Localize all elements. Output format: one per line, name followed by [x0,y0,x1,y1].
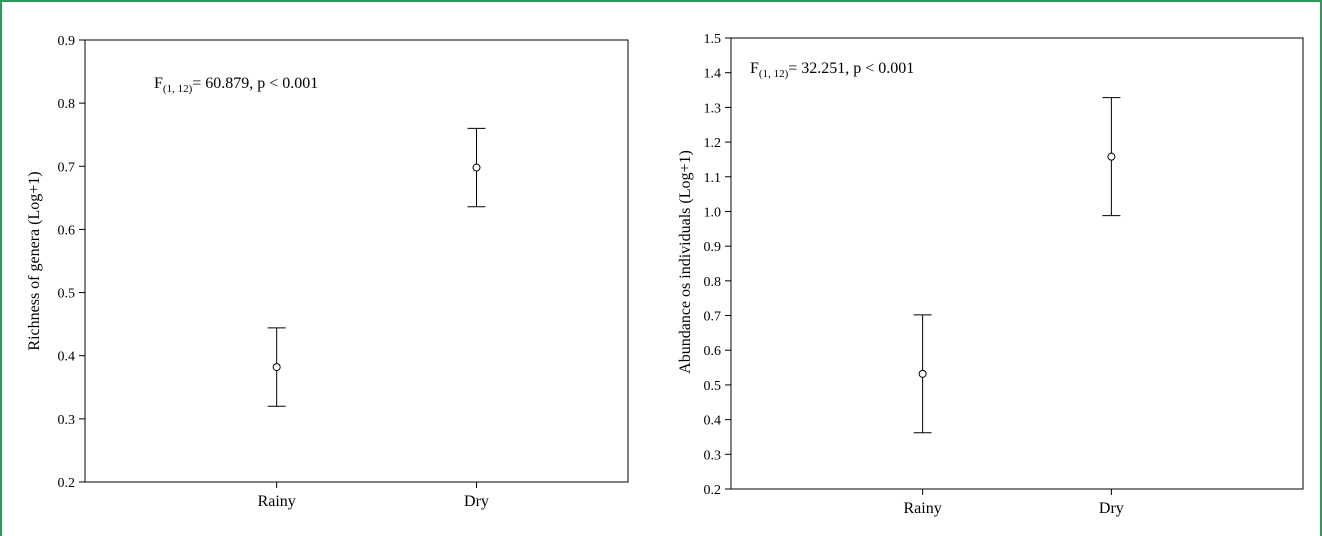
y-tick-label: 0.7 [704,310,722,325]
y-tick-label: 0.4 [704,414,722,429]
y-tick-label: 0.8 [58,97,76,112]
y-tick-label: 0.5 [704,379,722,394]
stats-annotation-main: F [154,75,163,92]
y-tick-label: 0.7 [58,160,76,175]
mean-point [473,164,480,171]
plot-frame [731,38,1303,489]
y-tick-label: 0.5 [58,287,76,302]
y-tick-label: 1.1 [704,171,722,186]
y-axis-ticks: 0.2 0.3 0.4 0.5 0.6 0.7 0.8 0.9 1.0 1.1 1.2 1.3 1.4 1… [704,32,732,498]
chart-abundance: Abundance os individuals (Log+1) F(1, 12… [661,0,1322,536]
x-tick-label: Dry [464,493,489,510]
stats-annotation-rest: = 32.251, p < 0.001 [788,60,914,77]
stats-annotation: F(1, 12)= 32.251, p < 0.001 [750,60,914,80]
y-tick-label: 1.5 [704,32,722,47]
stats-annotation-main: F [750,60,759,77]
data-marks [268,128,486,406]
stats-annotation-sub: (1, 12) [163,83,193,95]
y-tick-label: 0.2 [704,483,722,498]
y-tick-label: 0.4 [58,350,76,365]
y-axis-ticks: 0.2 0.3 0.4 0.5 0.6 0.7 0.8 0.9 [58,34,86,491]
y-tick-label: 0.6 [704,344,722,359]
y-tick-label: 0.9 [58,34,76,49]
y-tick-label: 0.9 [704,240,722,255]
stats-annotation: F(1, 12)= 60.879, p < 0.001 [154,75,318,95]
y-tick-label: 1.0 [704,205,722,220]
mean-point [1108,153,1115,160]
y-tick-label: 0.3 [58,413,76,428]
mean-point [273,364,280,371]
stats-annotation-sub: (1, 12) [759,68,789,80]
y-axis-label: Richness of genera (Log+1) [26,171,43,350]
x-axis-ticks: Rainy Dry [258,482,489,510]
y-tick-label: 0.3 [704,448,722,463]
y-tick-label: 1.4 [704,67,722,82]
data-marks [914,98,1121,433]
y-axis-label: Abundance os individuals (Log+1) [677,150,694,374]
y-tick-label: 0.6 [58,223,76,238]
x-tick-label: Rainy [904,500,942,517]
x-tick-label: Dry [1099,500,1124,517]
chart-richness: Richness of genera (Log+1) F(1, 12)= 60.… [0,0,661,536]
x-axis-ticks: Rainy Dry [904,489,1124,517]
y-tick-label: 1.2 [704,136,722,151]
y-tick-label: 0.2 [58,476,76,491]
y-tick-label: 0.8 [704,275,722,290]
stats-annotation-rest: = 60.879, p < 0.001 [192,75,318,92]
plot-frame [85,40,628,482]
y-tick-label: 1.3 [704,101,722,116]
x-tick-label: Rainy [258,493,296,510]
mean-point [919,370,926,377]
